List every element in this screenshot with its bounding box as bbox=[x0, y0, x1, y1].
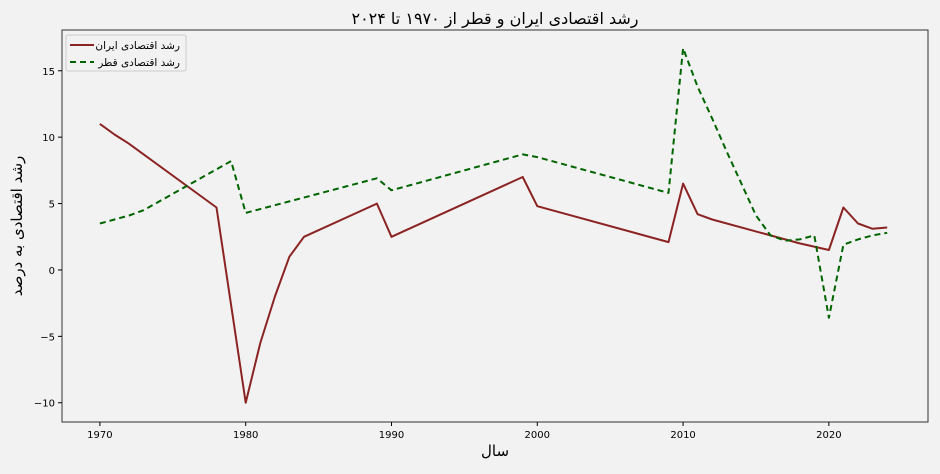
y-tick-label: 0 bbox=[49, 266, 55, 277]
legend-label-iran: رشد اقتصادی ایران bbox=[95, 40, 180, 52]
chart-title: رشد اقتصادی ایران و قطر از ۱۹۷۰ تا ۲۰۲۴ bbox=[351, 9, 638, 29]
y-tick-label: −5 bbox=[40, 332, 55, 343]
y-axis: −10 −5 0 5 10 15 bbox=[34, 67, 62, 410]
x-tick-label: 1970 bbox=[87, 430, 112, 441]
x-tick-label: 2020 bbox=[816, 430, 841, 441]
x-tick-label: 1980 bbox=[233, 430, 258, 441]
y-tick-label: −10 bbox=[34, 399, 55, 410]
legend-label-qatar: رشد اقتصادی قطر bbox=[97, 57, 180, 69]
x-tick-label: 1990 bbox=[379, 430, 404, 441]
x-axis-label: سال bbox=[481, 442, 509, 460]
y-tick-label: 15 bbox=[42, 67, 55, 78]
x-tick-label: 2010 bbox=[670, 430, 695, 441]
legend: رشد اقتصادی ایران رشد اقتصادی قطر bbox=[66, 35, 186, 71]
y-tick-label: 10 bbox=[42, 133, 55, 144]
plot-area bbox=[62, 30, 928, 422]
x-tick-label: 2000 bbox=[525, 430, 550, 441]
y-axis-label: رشد اقتصادی به درصد bbox=[8, 156, 26, 297]
x-axis: 1970 1980 1990 2000 2010 2020 bbox=[87, 422, 841, 441]
y-tick-label: 5 bbox=[49, 200, 55, 211]
